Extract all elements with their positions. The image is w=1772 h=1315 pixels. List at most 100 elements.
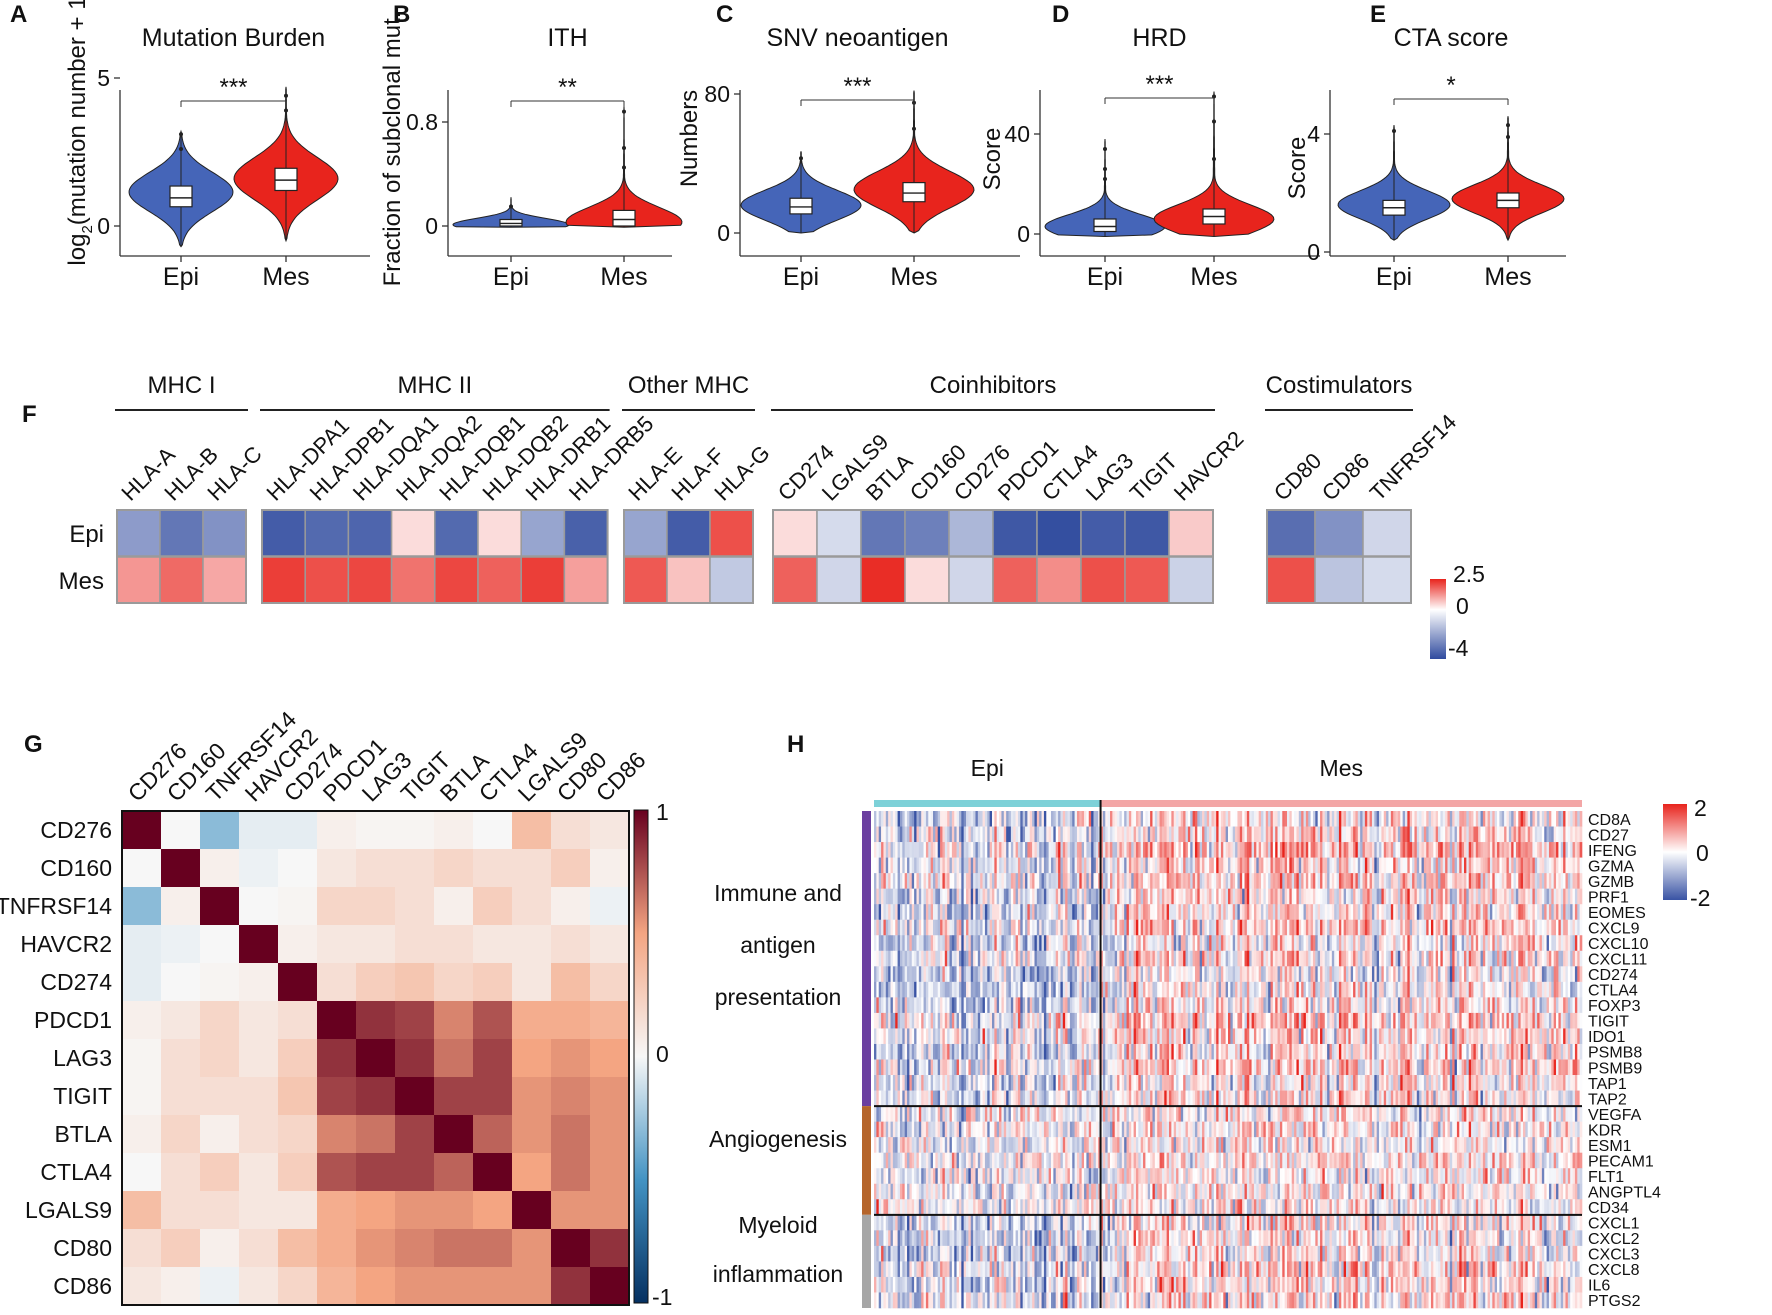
heatmap-cell <box>1079 888 1082 905</box>
heatmap-cell <box>1287 981 1290 998</box>
heatmap-cell <box>1017 873 1021 889</box>
heatmap-cell <box>925 888 929 905</box>
heatmap-cell <box>1192 826 1196 843</box>
heatmap-cell <box>1558 981 1562 998</box>
heatmap-cell <box>923 904 927 921</box>
heatmap-cell <box>1518 857 1521 874</box>
heatmap-cell <box>1246 997 1250 1014</box>
heatmap-cell <box>1379 873 1382 889</box>
heatmap-cell <box>1369 888 1373 905</box>
heatmap-cell <box>1003 857 1007 874</box>
heatmap-cell <box>1534 919 1538 936</box>
heatmap-cell <box>916 935 920 952</box>
heatmap-cell <box>1086 811 1090 827</box>
heatmap-cell <box>1400 997 1403 1014</box>
heatmap-cell <box>1291 1012 1295 1029</box>
heatmap-cell <box>1438 997 1441 1014</box>
heatmap-cell <box>933 873 936 889</box>
heatmap-cell <box>1277 935 1281 952</box>
heatmap-cell <box>1553 966 1557 983</box>
heatmap-cell <box>1341 904 1344 921</box>
heatmap-cell <box>1034 966 1038 983</box>
heatmap-cell <box>1560 919 1564 936</box>
heatmap-cell <box>966 873 969 889</box>
heatmap-cell <box>1006 966 1009 983</box>
heatmap-cell <box>1343 857 1347 874</box>
heatmap-cell <box>1010 842 1014 858</box>
heatmap-cell <box>1223 997 1226 1014</box>
heatmap-cell <box>1166 981 1170 998</box>
heatmap-cell <box>1138 919 1141 936</box>
heatmap-cell <box>1428 1012 1432 1029</box>
heatmap-cell <box>1331 904 1335 921</box>
heatmap-cell <box>1551 826 1554 843</box>
heatmap-cell <box>1095 873 1099 889</box>
heatmap-cell <box>1376 904 1380 921</box>
heatmap-cell <box>1499 842 1503 858</box>
heatmap-cell <box>1199 826 1203 843</box>
heatmap-cell <box>1194 842 1198 858</box>
heatmap-cell <box>1511 904 1514 921</box>
heatmap-cell <box>1164 935 1167 952</box>
heatmap-cell <box>1327 950 1330 967</box>
x-tick-label: Epi <box>1376 263 1412 291</box>
heatmap-cell <box>1329 888 1333 905</box>
heatmap-cell <box>1131 935 1134 952</box>
heatmap-cell <box>1393 842 1396 858</box>
heatmap-cell <box>1154 842 1158 858</box>
heatmap-cell <box>1454 950 1458 967</box>
heatmap-cell <box>1504 935 1507 952</box>
heatmap-cell <box>1513 857 1517 874</box>
y-tick-label: 0.8 <box>406 109 438 135</box>
heatmap-cell <box>1128 919 1132 936</box>
heatmap-cell <box>1242 1028 1245 1045</box>
heatmap-cell <box>1520 997 1524 1014</box>
heatmap-cell <box>1232 919 1236 936</box>
heatmap-cell <box>1126 950 1130 967</box>
heatmap-cell <box>1282 826 1285 843</box>
heatmap-cell <box>1560 1028 1564 1045</box>
heatmap-cell <box>1058 935 1061 952</box>
heatmap-cell <box>954 811 957 827</box>
heatmap-cell <box>874 842 877 858</box>
heatmap-cell <box>961 857 964 874</box>
heatmap-cell <box>1364 904 1368 921</box>
heatmap-cell <box>899 981 903 998</box>
heatmap-cell <box>1135 904 1139 921</box>
heatmap-cell <box>930 966 934 983</box>
heatmap-cell <box>1157 1028 1160 1045</box>
heatmap-cell <box>1423 904 1427 921</box>
heatmap-cell <box>1202 857 1205 874</box>
heatmap-cell <box>1419 950 1422 967</box>
correlation-cell <box>122 1191 162 1230</box>
heatmap-cell <box>999 888 1002 905</box>
heatmap-cell <box>1338 857 1342 874</box>
heatmap-cell <box>1098 919 1101 936</box>
heatmap-cell <box>1053 919 1057 936</box>
heatmap-cell <box>1371 919 1375 936</box>
heatmap-cell <box>1312 981 1316 998</box>
heatmap-cell <box>977 1012 981 1029</box>
heatmap-cell <box>1223 811 1226 827</box>
heatmap-cell <box>1060 857 1064 874</box>
heatmap-cell <box>1492 1028 1495 1045</box>
heatmap-cell <box>918 842 922 858</box>
heatmap-cell <box>1379 826 1382 843</box>
heatmap-cell <box>1364 1028 1368 1045</box>
heatmap-cell <box>1449 826 1453 843</box>
heatmap-cell <box>992 950 995 967</box>
heatmap-cell <box>1468 826 1472 843</box>
heatmap-cell <box>1428 1028 1432 1045</box>
correlation-cell <box>200 1267 240 1306</box>
heatmap-cell <box>1350 842 1354 858</box>
heatmap-cell <box>1473 981 1477 998</box>
heatmap-cell <box>1173 873 1177 889</box>
heatmap-cell <box>921 950 924 967</box>
heatmap-cell <box>1147 981 1151 998</box>
heatmap-cell <box>982 1028 986 1045</box>
heatmap-cell <box>1121 873 1125 889</box>
heatmap-cell <box>1133 888 1137 905</box>
heatmap-cell <box>980 888 983 905</box>
heatmap-cell <box>1143 919 1146 936</box>
heatmap-cell <box>1532 873 1536 889</box>
